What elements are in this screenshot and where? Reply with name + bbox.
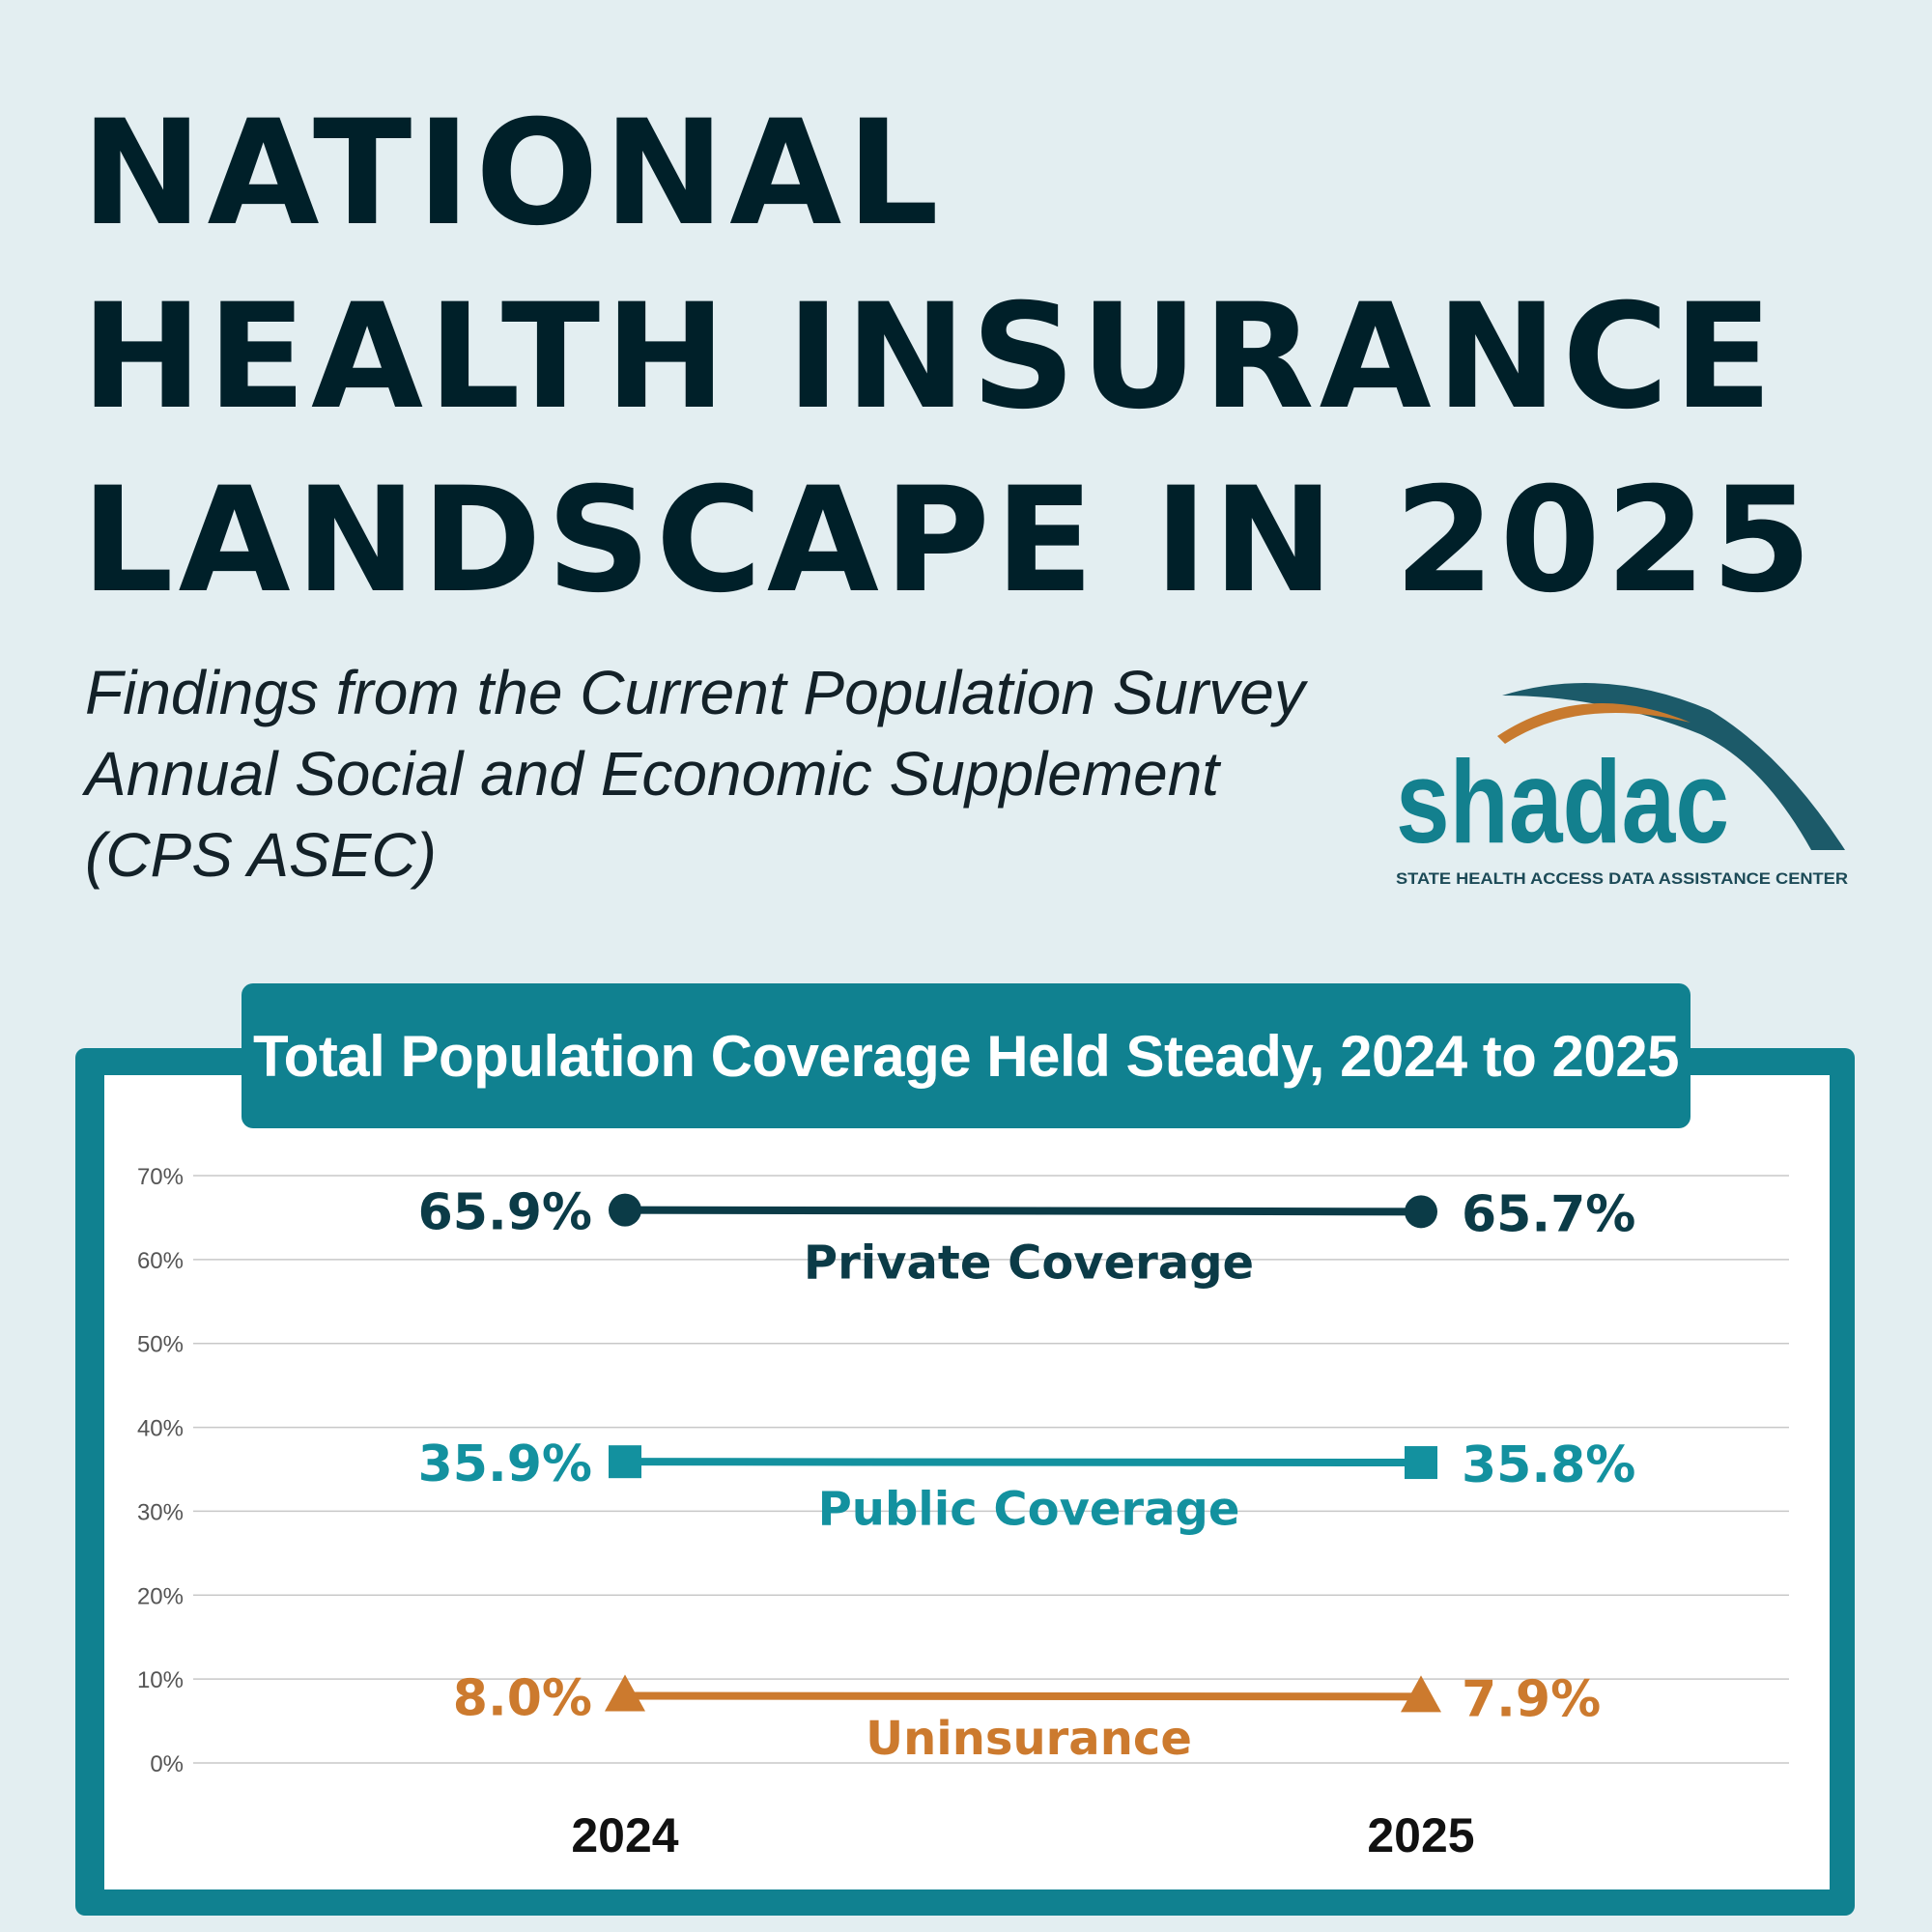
- headline-line-1: NATIONAL: [81, 90, 944, 258]
- headline-line-3: LANDSCAPE IN 2025: [81, 457, 1817, 625]
- logo-orange-arc: [1497, 703, 1690, 744]
- logo-tagline: STATE HEALTH ACCESS DATA ASSISTANCE CENT…: [1396, 869, 1848, 888]
- subtitle-line-2: Annual Social and Economic Supplement: [85, 739, 1220, 809]
- series-line: [624, 1691, 1422, 1701]
- series-uninsurance: 8.0% 7.9% Uninsurance: [453, 1670, 1601, 1766]
- subtitle-line-3: (CPS ASEC): [85, 820, 437, 890]
- chart-title: Total Population Coverage Held Steady, 2…: [252, 1023, 1680, 1089]
- data-point: [1405, 1195, 1437, 1229]
- y-tick-label: 10%: [137, 1667, 184, 1693]
- y-tick-label: 60%: [137, 1248, 184, 1274]
- series: 65.9% 65.7% Private Coverage 35.9% 35.8% Publ…: [418, 1184, 1636, 1766]
- data-label: 65.9%: [418, 1184, 592, 1242]
- series-name-label: Public Coverage: [818, 1483, 1240, 1537]
- y-tick-label: 40%: [137, 1416, 184, 1442]
- headline: NATIONAL HEALTH INSURANCE LANDSCAPE IN 2…: [81, 82, 1817, 633]
- data-label: 35.8%: [1462, 1436, 1635, 1494]
- series-private-coverage: 65.9% 65.7% Private Coverage: [418, 1184, 1636, 1291]
- grid: 0% 10% 20% 30% 40% 50% 60% 70%: [137, 1164, 1789, 1777]
- data-point: [609, 1445, 641, 1479]
- x-tick-label: 2025: [1367, 1808, 1474, 1862]
- y-tick-label: 20%: [137, 1583, 184, 1609]
- headline-line-2: HEALTH INSURANCE: [81, 273, 1777, 441]
- subtitle: Findings from the Current Population Sur…: [85, 652, 1305, 895]
- series-name-label: Private Coverage: [804, 1236, 1254, 1290]
- chart-title-banner: Total Population Coverage Held Steady, 2…: [242, 983, 1690, 1128]
- shadac-logo: shadac STATE HEALTH ACCESS DATA ASSISTAN…: [1396, 683, 1848, 888]
- data-label: 65.7%: [1462, 1185, 1635, 1243]
- y-tick-label: 30%: [137, 1499, 184, 1525]
- series-name-label: Uninsurance: [866, 1712, 1192, 1766]
- series-line: [624, 1206, 1422, 1216]
- y-tick-label: 50%: [137, 1332, 184, 1358]
- y-tick-label: 70%: [137, 1164, 184, 1190]
- data-point: [609, 1193, 641, 1227]
- y-tick-label: 0%: [150, 1751, 184, 1777]
- data-label: 7.9%: [1462, 1670, 1601, 1728]
- data-label: 35.9%: [418, 1435, 592, 1493]
- series-line: [624, 1458, 1422, 1467]
- data-point: [605, 1674, 645, 1712]
- x-axis: 2024 2025: [571, 1808, 1474, 1862]
- data-point: [1401, 1675, 1441, 1713]
- data-label: 8.0%: [453, 1670, 592, 1728]
- logo-wordmark: shadac: [1396, 736, 1729, 867]
- x-tick-label: 2024: [571, 1808, 678, 1862]
- subtitle-line-1: Findings from the Current Population Sur…: [85, 658, 1305, 727]
- series-public-coverage: 35.9% 35.8% Public Coverage: [418, 1435, 1636, 1536]
- data-point: [1405, 1446, 1437, 1480]
